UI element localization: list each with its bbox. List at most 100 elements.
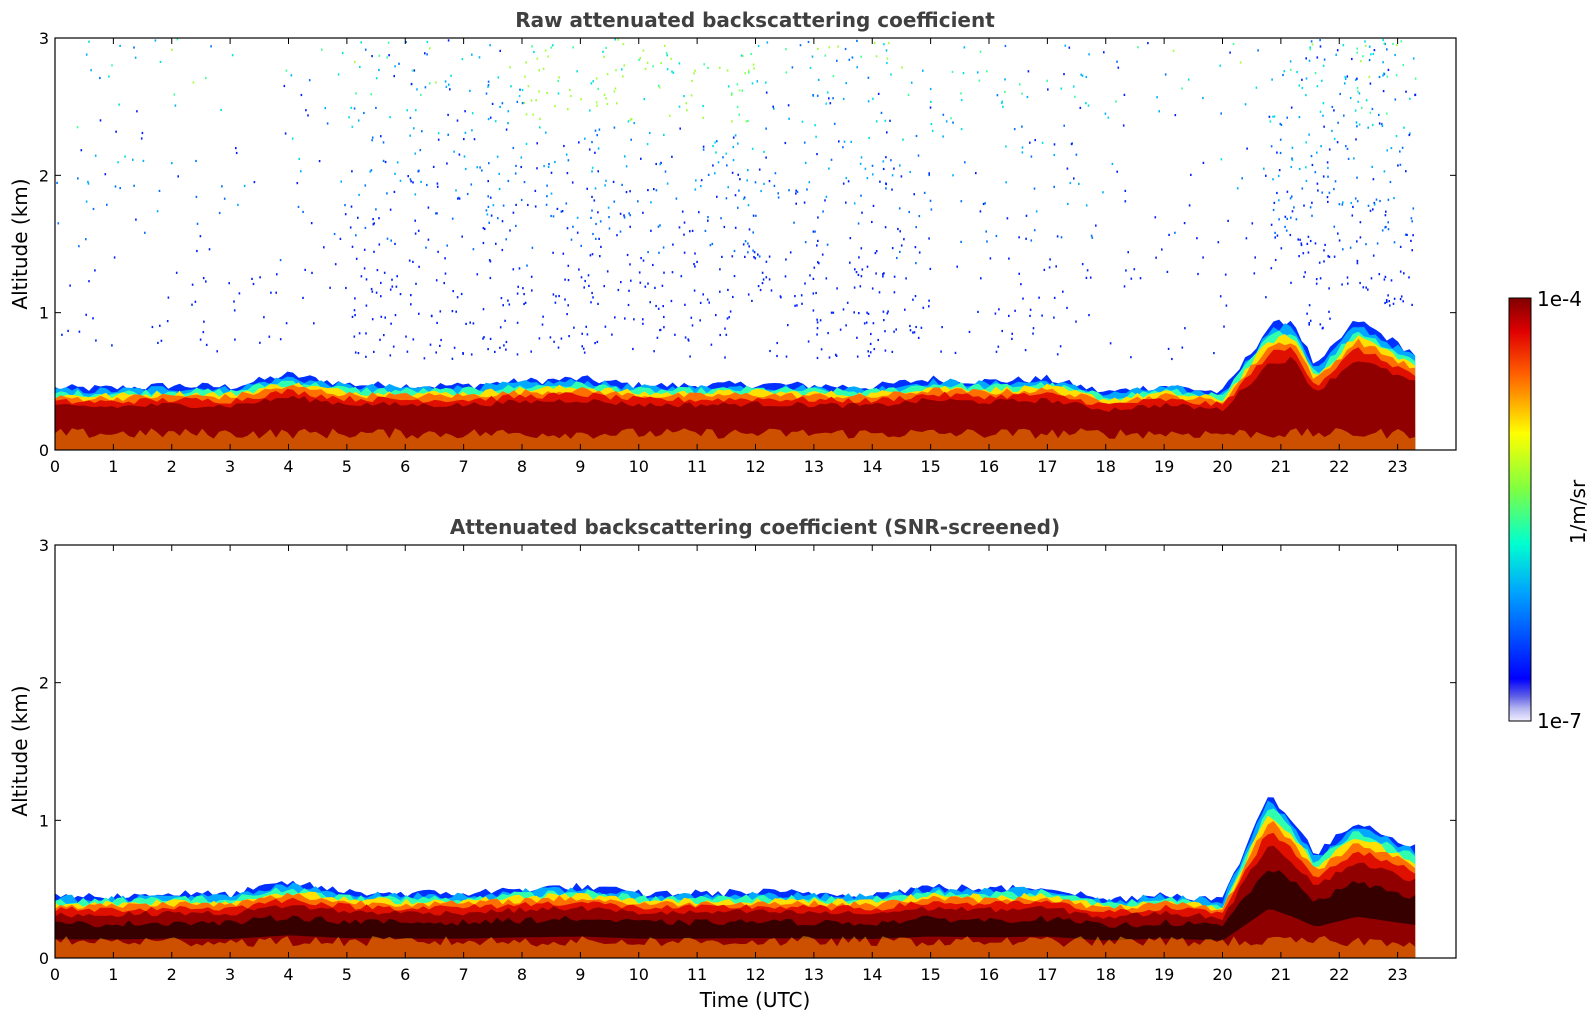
panel-raw-noise-pixel	[623, 214, 625, 217]
panel-raw-noise-pixel	[1161, 248, 1163, 251]
panel-raw-noise-pixel	[580, 244, 582, 247]
panel-raw-noise-pixel	[866, 311, 868, 314]
panel-raw-noise-pixel	[599, 220, 602, 223]
panel-raw-noise-pixel	[478, 56, 481, 59]
panel-raw-noise-pixel	[285, 69, 288, 72]
panel-raw-noise-pixel	[1217, 241, 1220, 244]
panel-raw-noise-pixel	[1368, 75, 1371, 79]
panel-raw-noise-pixel	[235, 147, 237, 150]
panel-raw-noise-pixel	[471, 53, 473, 56]
panel-raw-noise-pixel	[890, 159, 892, 162]
panel-raw-noise-pixel	[628, 212, 630, 215]
panel-raw-noise-pixel	[914, 246, 917, 249]
panel-raw-noise-pixel	[1372, 178, 1375, 181]
panel-raw-noise-pixel	[345, 286, 347, 290]
panel-raw-noise-pixel	[849, 237, 852, 240]
panel-raw-noise-pixel	[78, 245, 80, 248]
panel-raw-noise-pixel	[680, 275, 683, 278]
panel-raw-noise-pixel	[524, 301, 527, 304]
panel-raw-noise-pixel	[625, 191, 628, 194]
panel-raw-noise-pixel	[544, 49, 547, 52]
panel-raw-noise-pixel	[661, 284, 664, 287]
panel-raw-noise-pixel	[471, 129, 473, 132]
panel-raw-noise-pixel	[761, 282, 764, 285]
panel-raw-noise-pixel	[489, 196, 492, 199]
panel-raw-noise-pixel	[1399, 270, 1402, 273]
panel-raw-noise-pixel	[350, 205, 353, 208]
panel-screened-xtick-label: 4	[283, 965, 293, 984]
panel-raw-noise-pixel	[1013, 128, 1016, 131]
panel-raw-noise-pixel	[629, 225, 631, 228]
panel-raw-noise-pixel	[732, 295, 734, 299]
panel-raw-noise-pixel	[589, 109, 591, 112]
panel-raw-noise-pixel	[85, 200, 88, 203]
panel-raw-noise-pixel	[1116, 60, 1118, 63]
panel-raw-noise-pixel	[738, 113, 740, 116]
panel-raw-noise-pixel	[251, 277, 253, 280]
panel-raw-noise-pixel	[753, 251, 756, 254]
panel-raw-noise-pixel	[460, 292, 463, 296]
panel-raw-noise-pixel	[596, 134, 598, 137]
panel-raw-noise-pixel	[420, 93, 422, 97]
panel-raw-noise-pixel	[1410, 217, 1413, 220]
panel-raw-noise-pixel	[365, 332, 367, 335]
panel-raw-noise-pixel	[569, 88, 571, 91]
panel-raw-noise-pixel	[614, 316, 616, 319]
panel-raw-noise-pixel	[117, 161, 119, 164]
panel-raw-noise-pixel	[1291, 146, 1294, 149]
panel-raw-noise-pixel	[859, 285, 862, 288]
panel-raw-noise-pixel	[376, 269, 379, 272]
panel-raw-noise-pixel	[726, 317, 729, 320]
panel-raw-noise-pixel	[647, 251, 649, 254]
panel-raw-noise-pixel	[860, 156, 863, 159]
panel-screened-x-ticks: 0 1 2 3 4 5 6 7 8 9 10 11 12 13 14 15 16 17 18 19 20 21 22 23	[50, 545, 1408, 984]
panel-raw-noise-pixel	[472, 248, 475, 251]
panel-raw-noise-pixel	[907, 93, 910, 96]
panel-raw-noise-pixel	[1265, 174, 1267, 177]
panel-raw-noise-pixel	[626, 253, 629, 257]
panel-raw-noise-pixel	[1336, 141, 1339, 144]
panel-raw-noise-pixel	[557, 92, 560, 95]
panel-raw-noise-pixel	[1365, 44, 1367, 47]
panel-raw-noise-pixel	[707, 219, 709, 222]
panel-raw-noise-pixel	[899, 250, 901, 253]
panel-raw-noise-pixel	[742, 243, 745, 246]
panel-raw-noise-pixel	[820, 348, 823, 351]
panel-raw-noise-pixel	[813, 266, 816, 269]
panel-raw-noise-pixel	[638, 58, 640, 61]
panel-raw-noise-pixel	[725, 152, 727, 155]
panel-raw-noise-pixel	[360, 275, 363, 278]
panel-raw-noise-pixel	[302, 296, 304, 299]
panel-raw-noise-pixel	[822, 210, 824, 213]
panel-raw-noise-pixel	[666, 68, 669, 71]
panel-raw-noise-pixel	[1319, 277, 1322, 280]
panel-raw-noise-pixel	[1286, 217, 1288, 220]
panel-raw-noise-pixel	[304, 268, 306, 271]
panel-raw-noise-pixel	[694, 252, 696, 255]
panel-raw-noise-pixel	[604, 325, 607, 328]
panel-raw-noise-pixel	[642, 49, 645, 52]
panel-raw-noise-pixel	[363, 111, 365, 115]
panel-raw-noise-pixel	[560, 337, 563, 340]
panel-raw-noise-pixel	[681, 210, 684, 213]
panel-raw-noise-pixel	[1309, 206, 1312, 209]
panel-raw-noise-pixel	[552, 293, 555, 296]
panel-raw-noise-pixel	[592, 80, 594, 83]
panel-raw-noise-pixel	[489, 116, 492, 119]
panel-raw-noise-pixel	[750, 52, 752, 56]
panel-raw-noise-pixel	[930, 208, 933, 211]
panel-raw-noise-pixel	[756, 80, 759, 83]
panel-raw-noise-pixel	[1326, 196, 1329, 199]
panel-raw-noise-pixel	[757, 253, 759, 256]
panel-raw-noise-pixel	[565, 153, 568, 156]
panel-raw-noise-pixel	[915, 134, 918, 138]
panel-raw-noise-pixel	[659, 329, 661, 332]
panel-raw-noise-pixel	[1278, 199, 1280, 202]
panel-raw-noise-pixel	[617, 288, 620, 292]
panel-raw-noise-pixel	[1300, 243, 1303, 247]
panel-raw-noise-pixel	[191, 303, 193, 306]
panel-raw-noise-pixel	[630, 279, 632, 282]
panel-raw-noise-pixel	[464, 110, 466, 113]
panel-raw-noise-pixel	[1336, 49, 1339, 52]
panel-raw-noise-pixel	[591, 166, 594, 169]
